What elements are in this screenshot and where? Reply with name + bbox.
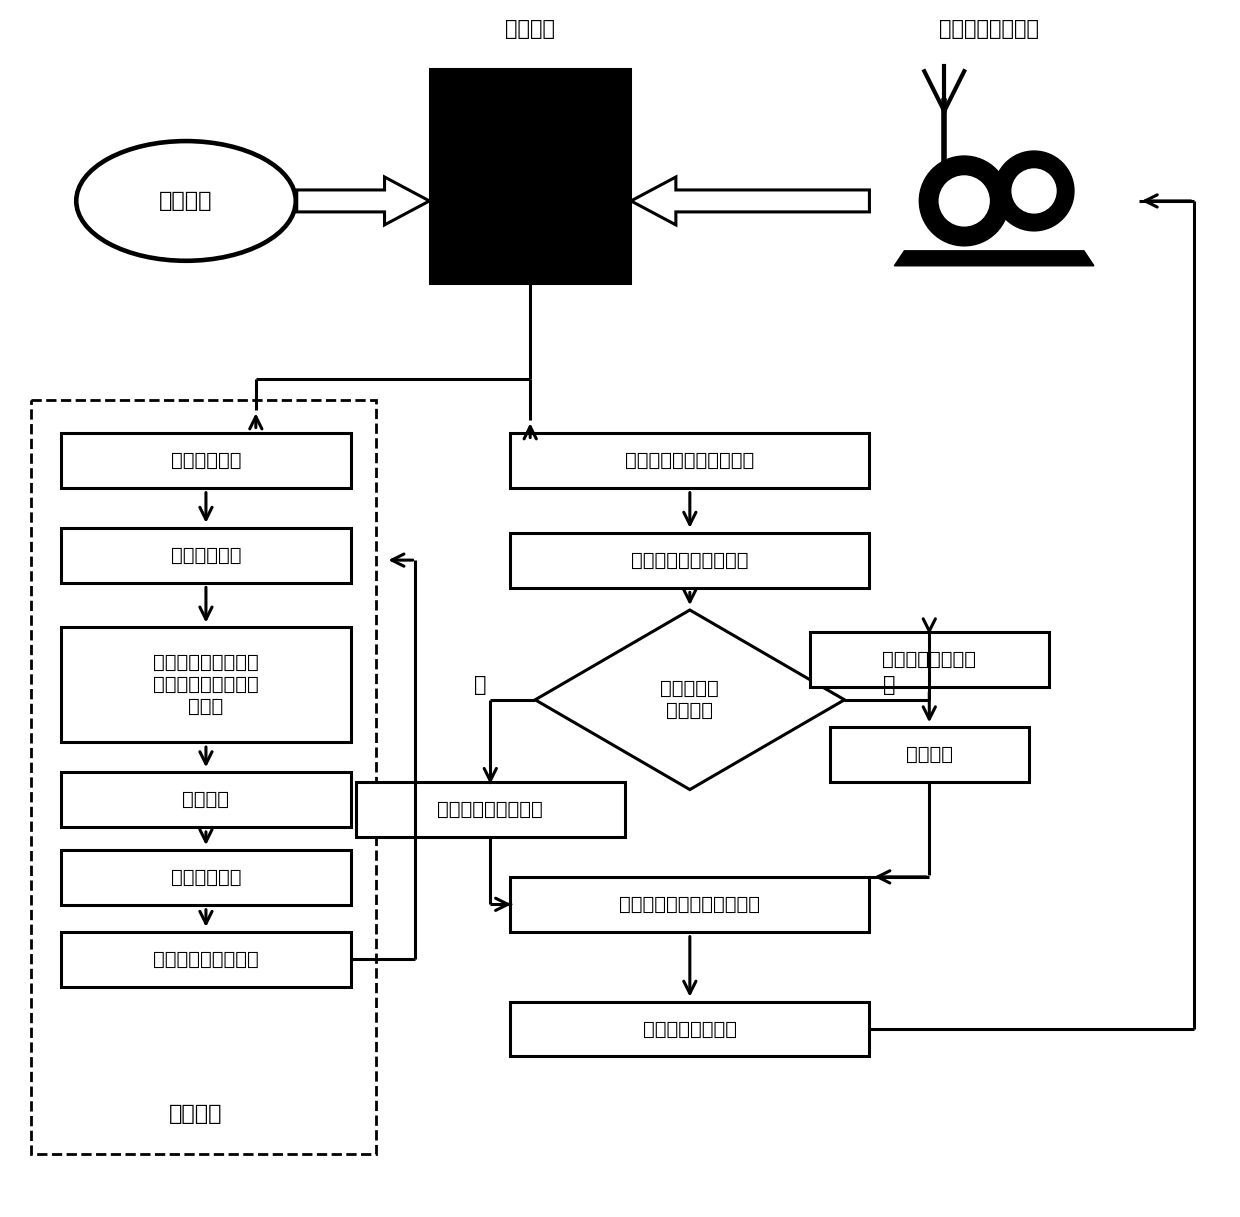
FancyBboxPatch shape — [61, 628, 351, 742]
Ellipse shape — [76, 141, 296, 260]
Circle shape — [919, 156, 1009, 246]
Text: 自动发电控制单元: 自动发电控制单元 — [939, 19, 1039, 39]
Text: 调整后的自适应系数: 调整后的自适应系数 — [153, 949, 259, 969]
Text: 提取历史数据: 提取历史数据 — [171, 450, 242, 470]
FancyBboxPatch shape — [430, 68, 630, 284]
FancyBboxPatch shape — [810, 633, 1049, 688]
FancyBboxPatch shape — [830, 728, 1029, 783]
FancyBboxPatch shape — [61, 932, 351, 987]
Text: 磁滞回环发生改变: 磁滞回环发生改变 — [883, 650, 976, 669]
FancyBboxPatch shape — [61, 528, 351, 583]
FancyBboxPatch shape — [510, 433, 869, 488]
Text: 实时发电指令调度: 实时发电指令调度 — [642, 1020, 737, 1038]
Circle shape — [994, 151, 1074, 231]
Text: 平滑操作: 平滑操作 — [905, 745, 952, 764]
Text: 松弛操作: 松弛操作 — [182, 790, 229, 809]
Text: 互联电网: 互联电网 — [505, 19, 556, 39]
Circle shape — [1012, 169, 1056, 213]
Text: 训练神经网络: 训练神经网络 — [171, 545, 242, 565]
Text: 否: 否 — [474, 674, 486, 695]
FancyBboxPatch shape — [510, 877, 869, 932]
Polygon shape — [894, 251, 1094, 265]
Polygon shape — [536, 610, 844, 790]
Text: 磁滞回环不发生改变: 磁滞回环不发生改变 — [438, 800, 543, 819]
Text: 获得相应的自适应系数: 获得相应的自适应系数 — [631, 550, 749, 570]
Circle shape — [939, 176, 990, 226]
Polygon shape — [296, 176, 429, 225]
FancyBboxPatch shape — [61, 772, 351, 828]
Text: 实时频率偏差和控制误差: 实时频率偏差和控制误差 — [625, 450, 754, 470]
Text: 自适应系数
发生改变: 自适应系数 发生改变 — [661, 679, 719, 720]
Text: 神经网络: 神经网络 — [169, 1104, 223, 1123]
Text: 获得各个频率偏差与
控制误差对应的自适
应系数: 获得各个频率偏差与 控制误差对应的自适 应系数 — [153, 654, 259, 717]
FancyBboxPatch shape — [510, 533, 869, 588]
Text: 是: 是 — [883, 674, 895, 695]
FancyBboxPatch shape — [61, 849, 351, 904]
Polygon shape — [631, 176, 869, 225]
FancyBboxPatch shape — [356, 783, 625, 837]
FancyBboxPatch shape — [510, 1002, 869, 1056]
Text: 训练神经网络: 训练神经网络 — [171, 868, 242, 887]
Text: 根据频率偏差生成发电指令: 根据频率偏差生成发电指令 — [619, 894, 760, 914]
FancyBboxPatch shape — [61, 433, 351, 488]
Text: 功率扰动: 功率扰动 — [159, 191, 213, 211]
